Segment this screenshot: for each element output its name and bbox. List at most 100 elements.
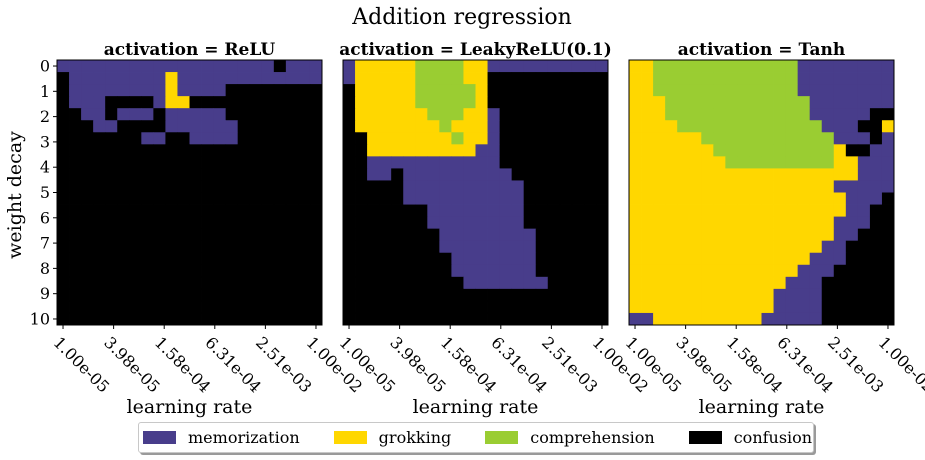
heatmap-cell <box>677 156 690 169</box>
heatmap-cell <box>583 120 597 133</box>
heatmap-cell <box>201 108 214 121</box>
heatmap-cell <box>511 228 525 242</box>
heatmap-cell <box>845 60 859 73</box>
heatmap-cell <box>737 60 750 73</box>
heatmap-cell <box>821 60 835 73</box>
heatmap-cell <box>749 108 762 121</box>
heatmap-cell <box>881 192 895 205</box>
heatmap-cell <box>487 312 500 326</box>
heatmap-cell <box>773 264 786 278</box>
heatmap-cell <box>297 192 311 205</box>
heatmap-cell <box>367 192 380 205</box>
heatmap-cell <box>93 192 106 205</box>
heatmap-cell <box>809 156 823 169</box>
heatmap-cell <box>309 288 323 302</box>
heatmap-cell <box>559 204 573 217</box>
heatmap-cell <box>689 312 702 326</box>
heatmap-cell <box>463 204 476 217</box>
heatmap-cell <box>511 312 525 326</box>
heatmap-cell <box>141 276 154 290</box>
heatmap-cell <box>475 228 488 242</box>
heatmap-cell <box>749 240 762 254</box>
heatmap-cell <box>641 216 654 230</box>
heatmap-cell <box>57 120 70 133</box>
heatmap-cell <box>595 288 609 302</box>
heatmap-cell <box>547 264 561 278</box>
heatmap-cell <box>653 84 666 97</box>
heatmap-cell <box>165 276 178 290</box>
heatmap-cell <box>833 60 847 73</box>
heatmap-cell <box>81 180 94 193</box>
heatmap-cell <box>355 228 368 242</box>
heatmap-cell <box>463 240 476 254</box>
heatmap-cell <box>809 84 823 97</box>
heatmap-cell <box>451 156 464 169</box>
heatmap-cell <box>273 240 287 254</box>
heatmap-cell <box>487 276 500 290</box>
heatmap-cell <box>809 240 823 254</box>
heatmap-cell <box>129 204 142 217</box>
heatmap-cell <box>285 252 299 266</box>
heatmap-cell <box>129 84 142 97</box>
heatmap-cell <box>451 276 464 290</box>
heatmap-cell <box>749 216 762 230</box>
heatmap-cell <box>689 132 702 145</box>
heatmap-cell <box>677 132 690 145</box>
heatmap-cell <box>165 168 178 181</box>
heatmap-cell <box>869 300 883 314</box>
heatmap-cell <box>725 264 738 278</box>
heatmap-cell <box>583 192 597 205</box>
heatmap-cell <box>165 204 178 217</box>
heatmap-cell <box>571 72 585 85</box>
legend-swatch <box>688 431 722 444</box>
heatmap-cell <box>701 300 714 314</box>
heatmap-cell <box>761 288 774 302</box>
heatmap-cell <box>367 252 380 266</box>
heatmap-cell <box>821 276 835 290</box>
heatmap-cell <box>665 312 678 326</box>
heatmap-cell <box>785 144 799 157</box>
heatmap-cell <box>773 216 786 230</box>
heatmap-cell <box>749 312 762 326</box>
heatmap-cell <box>833 252 847 266</box>
heatmap-cell <box>57 204 70 217</box>
heatmap-cell <box>475 72 488 85</box>
heatmap-cell <box>785 108 799 121</box>
heatmap-cell <box>81 300 94 314</box>
heatmap-cell <box>761 300 774 314</box>
heatmap-cell <box>201 240 214 254</box>
heatmap-cell <box>343 120 356 133</box>
heatmap-cell <box>273 180 287 193</box>
heatmap-cell <box>665 60 678 73</box>
heatmap-cell <box>641 276 654 290</box>
heatmap-cell <box>571 192 585 205</box>
heatmap-cell <box>689 252 702 266</box>
y-tick-label: 4 <box>40 158 50 177</box>
heatmap-cell <box>475 252 488 266</box>
heatmap-cell <box>415 84 428 97</box>
heatmap-cell <box>595 252 609 266</box>
heatmap-cell <box>487 240 500 254</box>
heatmap-cell <box>797 72 811 85</box>
heatmap-cell <box>475 108 488 121</box>
heatmap-cell <box>845 228 859 242</box>
heatmap-cell <box>427 60 440 73</box>
heatmap-cell <box>367 180 380 193</box>
heatmap-cell <box>857 204 871 217</box>
heatmap-cell <box>427 240 440 254</box>
heatmap-cell <box>749 300 762 314</box>
heatmap-cell <box>559 240 573 254</box>
heatmap-cell <box>595 144 609 157</box>
heatmap-cell <box>285 156 299 169</box>
heatmap-cell <box>881 96 895 109</box>
heatmap-cell <box>475 156 488 169</box>
heatmap-cell <box>857 168 871 181</box>
heatmap-cell <box>391 228 404 242</box>
heatmap-cell <box>189 312 202 326</box>
heatmap-cell <box>629 108 642 121</box>
heatmap-cell <box>403 132 416 145</box>
heatmap-cell <box>355 240 368 254</box>
heatmap-cell <box>487 300 500 314</box>
heatmap-cell <box>273 204 287 217</box>
heatmap-cell <box>797 108 811 121</box>
